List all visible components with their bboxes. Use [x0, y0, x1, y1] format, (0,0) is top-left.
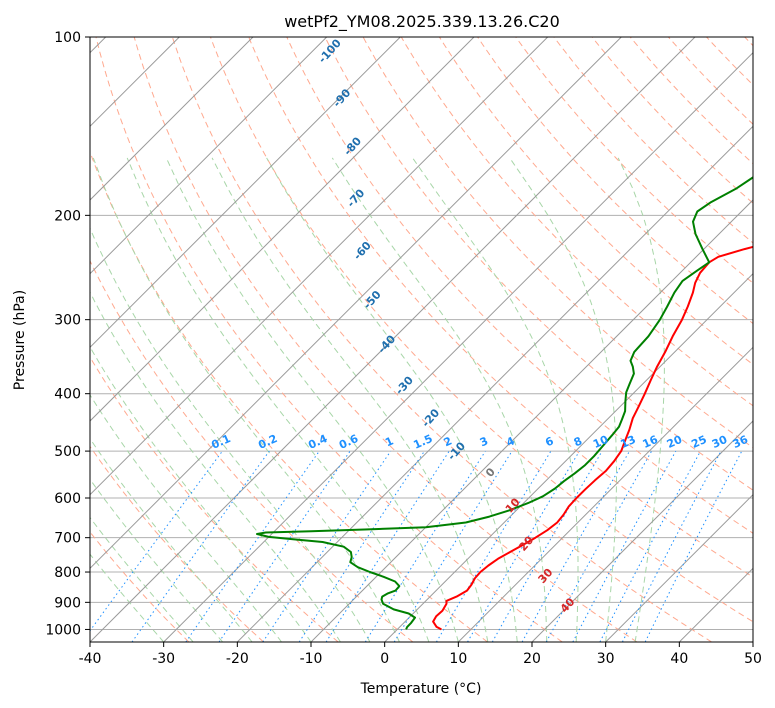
dry-adiabat-line	[324, 37, 753, 491]
mixing-ratio-label: 20	[665, 433, 685, 451]
x-tick-label: -10	[300, 651, 323, 667]
x-tick-label: -20	[226, 651, 249, 667]
chart-title: wetPf2_YM08.2025.339.13.26.C20	[284, 12, 560, 32]
x-tick-label: -40	[79, 651, 102, 667]
x-tick-label: 50	[744, 651, 762, 667]
moist-adiabat-line	[266, 157, 518, 642]
y-axis-label: Pressure (hPa)	[12, 290, 28, 390]
x-tick-label: 10	[449, 651, 467, 667]
mixing-ratio-lines	[90, 450, 743, 642]
dewpoint-profile-line	[256, 176, 753, 630]
moist-adiabat-line	[92, 157, 400, 642]
dry-adiabats	[90, 37, 753, 642]
x-tick-label: 0	[380, 651, 389, 667]
isotherm-line	[163, 51, 753, 642]
isotherm-line	[90, 37, 696, 642]
moist-adiabat-line	[211, 157, 489, 642]
mixing-ratio-line	[545, 450, 653, 642]
mixing-ratio-label: 25	[689, 433, 708, 451]
dry-adiabat-line	[171, 37, 712, 642]
moist-adiabat-line	[90, 478, 223, 642]
y-tick-label: 400	[54, 387, 81, 403]
mixing-ratio-line	[621, 450, 722, 642]
x-tick-label: 40	[670, 651, 688, 667]
mixing-ratio-line	[325, 450, 450, 642]
dry-adiabat-line	[629, 37, 753, 165]
skewed-isotherms	[90, 37, 753, 642]
mixing-ratio-label: 13	[618, 433, 637, 451]
x-axis-label: Temperature (°C)	[360, 681, 482, 697]
mixing-ratio-line	[262, 450, 392, 642]
pressure-gridlines	[90, 37, 753, 630]
isotherm-line	[90, 37, 254, 201]
moist-adiabat-line	[90, 437, 253, 642]
y-tick-label: 500	[54, 444, 81, 460]
dry-adiabat-line	[95, 37, 563, 642]
y-tick-label: 1000	[45, 622, 81, 638]
isotherm-line	[531, 420, 753, 642]
dry-adiabat-line	[591, 37, 753, 204]
mixing-ratio-line	[298, 450, 425, 642]
y-tick-label: 300	[54, 313, 81, 329]
mixing-ratio-line	[491, 450, 603, 642]
isotherm-line	[752, 641, 753, 642]
mixing-ratio-line	[521, 450, 630, 642]
x-tick-label: -30	[152, 651, 175, 667]
x-axis-ticks: -40 -30 -20 -10 0 10 20 30 40 50	[79, 642, 762, 667]
y-tick-label: 800	[54, 565, 81, 581]
y-tick-label: 700	[54, 531, 81, 547]
dry-adiabat-line	[210, 37, 753, 623]
dry-adiabat-line	[515, 37, 753, 284]
isotherm-line	[90, 37, 622, 570]
y-tick-label: 100	[54, 30, 81, 46]
mixing-ratio-label: 36	[731, 433, 751, 451]
isotherm-line	[236, 125, 753, 642]
mixing-ratio-label: 16	[641, 433, 661, 451]
plot-background	[90, 37, 753, 642]
plot-frame	[89, 36, 754, 643]
dry-adiabat-line	[477, 37, 753, 325]
mixing-ratio-line	[435, 450, 552, 642]
x-tick-label: 30	[597, 651, 615, 667]
dry-adiabat-line	[248, 37, 753, 578]
isotherm-line	[457, 346, 753, 642]
isotherm-line	[605, 493, 753, 642]
dry-adiabat-line	[400, 37, 753, 407]
isotherm-line	[384, 272, 753, 642]
isotherm-line	[90, 37, 549, 496]
mixing-ratio-line	[599, 450, 701, 642]
mixing-ratio-line	[644, 450, 743, 642]
dry-adiabat-line	[90, 445, 264, 642]
moist-adiabat-line	[126, 157, 430, 642]
x-tick-label: 20	[523, 651, 541, 667]
y-tick-label: 900	[54, 595, 81, 611]
temperature-profile-line	[432, 245, 753, 631]
moist-adiabat-line	[165, 157, 459, 642]
moist-adiabat-line	[90, 394, 282, 642]
mixing-ratio-line	[90, 450, 223, 632]
moist-adiabat-line	[331, 157, 548, 642]
mixing-ratio-line	[185, 450, 320, 642]
dry-adiabat-line	[90, 259, 414, 642]
isotherm-line	[90, 37, 401, 349]
y-tick-label: 200	[54, 208, 81, 224]
profile-series	[256, 176, 753, 631]
moist-adiabat-line	[412, 157, 579, 642]
mixing-ratio-line	[131, 450, 270, 642]
dry-adiabat-line	[133, 37, 638, 642]
mixing-ratio-label: 10	[591, 433, 611, 451]
moist-adiabat-line	[617, 157, 665, 642]
moist-adiabat-line	[90, 345, 312, 642]
isotherm-line	[90, 37, 328, 275]
mixing-ratio-line	[572, 450, 677, 642]
moist-adiabat-line	[509, 157, 617, 642]
mixing-ratio-label: 30	[710, 433, 730, 451]
isotherm-line	[310, 199, 753, 642]
mixing-ratio-line	[467, 450, 580, 642]
y-axis-ticks: 1000 900 800 700 600 500 400 300 200 100	[45, 30, 90, 638]
isotherm-line	[90, 37, 475, 422]
y-tick-label: 600	[54, 491, 81, 507]
